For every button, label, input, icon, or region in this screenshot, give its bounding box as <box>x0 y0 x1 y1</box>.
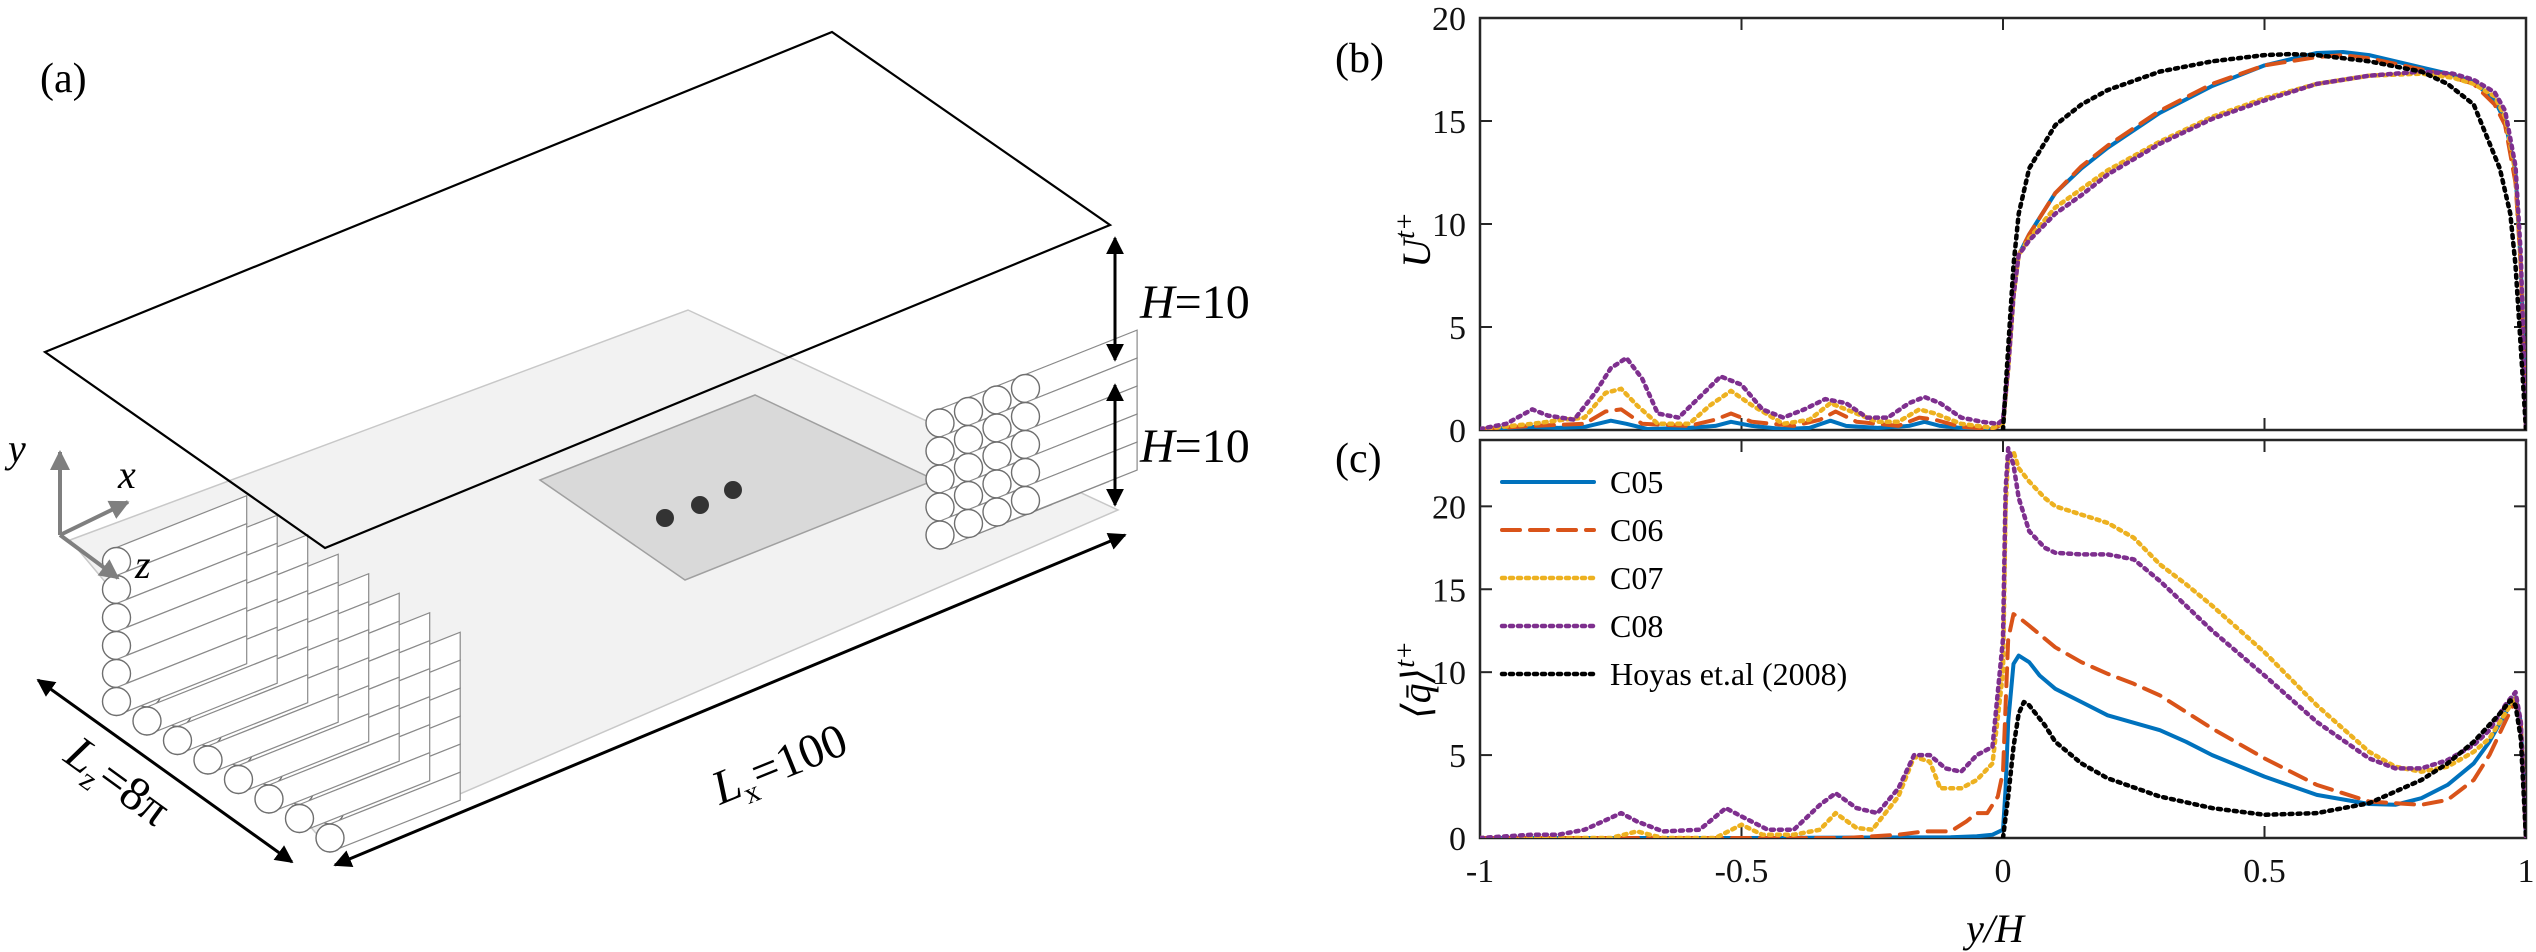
channel-height-label: H=10 <box>1139 276 1250 329</box>
rod-end <box>223 764 254 795</box>
legend-label: Hoyas et.al (2008) <box>1610 656 1847 692</box>
ytick-label: 20 <box>1432 1 1466 38</box>
ylabel-b: Ut+ <box>1390 212 1439 268</box>
rod-end <box>284 803 315 834</box>
rod-end <box>982 497 1012 527</box>
axis-x-label: x <box>117 452 136 497</box>
series-line-c07 <box>1480 71 2526 430</box>
xtick-label: 0.5 <box>2243 853 2286 890</box>
axis-z-label: z <box>134 542 151 587</box>
plot-frame <box>1478 16 2528 432</box>
legend-label: C06 <box>1610 512 1663 548</box>
top-wall-plane <box>42 30 1113 550</box>
panel-label-a: (a) <box>40 56 87 102</box>
panel-label-c: (c) <box>1335 436 1382 482</box>
xtick-label: -1 <box>1466 853 1494 890</box>
ytick-label: 10 <box>1432 655 1466 692</box>
lx-arrow <box>333 532 1127 868</box>
axis-y-label: y <box>4 426 26 471</box>
ytick-label: 0 <box>1449 413 1466 450</box>
right-rod-bundle <box>925 329 1138 550</box>
chart-heatflux-profile: (c) ⟨q̄⟩t+ y/H 0 5 10 15 20 -1 -0.5 0 0.5 1 C05 C06… <box>1335 436 2535 951</box>
rod-end <box>101 686 132 717</box>
series-line-c06 <box>1480 612 2526 838</box>
schematic-panel: (a) H=10 H=10 Lx=100 Lz=8π y <box>4 30 1250 868</box>
rod-end <box>315 823 345 853</box>
ytick-label: 10 <box>1432 207 1466 244</box>
ylabel-c: ⟨q̄⟩t+ <box>1390 641 1439 719</box>
ytick-label: 0 <box>1449 821 1466 858</box>
coordinate-axes: y x z <box>4 426 151 587</box>
lz-arrow <box>36 678 294 864</box>
ytick-label: 20 <box>1432 489 1466 526</box>
series-line-h <box>2000 698 2526 838</box>
xtick-label: -0.5 <box>1715 853 1769 890</box>
legend-label: C08 <box>1610 608 1663 644</box>
lx-label: Lx=100 <box>703 713 857 821</box>
rod-end <box>254 784 284 814</box>
continuation-dot <box>691 496 709 514</box>
ytick-label: 15 <box>1432 104 1466 141</box>
legend-label: C05 <box>1610 464 1663 500</box>
rod-end <box>162 725 193 756</box>
rod-end <box>1010 485 1041 516</box>
ytick-label: 15 <box>1432 572 1466 609</box>
chart-velocity-profile: (b) Ut+ 0 5 10 15 20 <box>1335 1 2528 450</box>
xtick-label: 0 <box>1995 853 2012 890</box>
panel-label-b: (b) <box>1335 36 1384 82</box>
xtick-label: 1 <box>2518 853 2535 890</box>
ytick-label: 5 <box>1449 310 1466 347</box>
ytick-label: 5 <box>1449 738 1466 775</box>
legend-label: C07 <box>1610 560 1663 596</box>
rod-end <box>925 520 955 550</box>
rod-end <box>953 508 984 539</box>
series-line-h <box>2000 51 2526 430</box>
series-line-c05 <box>1480 653 2526 838</box>
rod-end <box>132 706 162 736</box>
series-line-c08 <box>1480 446 2526 838</box>
xlabel-c: y/H <box>1962 906 2026 951</box>
rod-end <box>193 745 223 775</box>
continuation-dot <box>724 481 742 499</box>
continuation-dot <box>656 509 674 527</box>
series-line-c08 <box>1480 69 2526 430</box>
rod-height-label: H=10 <box>1139 420 1250 473</box>
lz-label: Lz=8π <box>51 725 180 841</box>
